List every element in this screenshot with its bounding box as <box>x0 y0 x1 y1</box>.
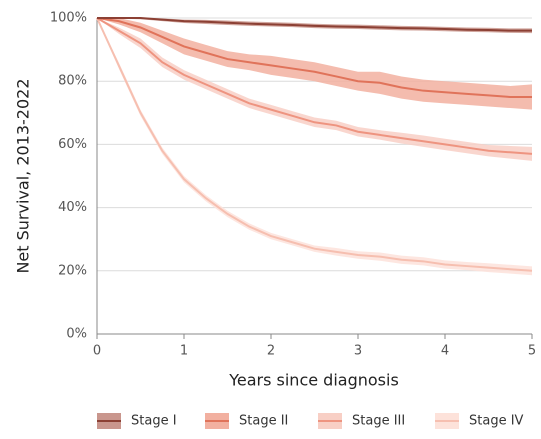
legend-label: Stage III <box>352 414 405 429</box>
confidence-band <box>97 18 532 161</box>
survival-line <box>97 17 532 32</box>
y-tick-label: 0% <box>66 327 87 342</box>
legend-label: Stage IV <box>469 414 524 429</box>
survival-line <box>96 17 533 155</box>
confidence-band <box>97 18 532 110</box>
x-axis-title: Years since diagnosis <box>228 371 399 390</box>
y-tick-label: 20% <box>58 263 87 278</box>
y-tick-label: 80% <box>58 74 87 89</box>
legend-label: Stage I <box>131 414 177 429</box>
x-tick-label: 4 <box>441 344 449 359</box>
x-tick-label: 3 <box>354 344 362 359</box>
legend-label: Stage II <box>239 414 288 429</box>
x-tick-label: 2 <box>267 344 275 359</box>
x-tick-label: 0 <box>93 344 101 359</box>
y-tick-label: 100% <box>50 11 87 26</box>
survival-line <box>96 17 533 272</box>
x-tick-label: 1 <box>180 344 188 359</box>
x-tick-label: 5 <box>528 344 536 359</box>
y-tick-label: 40% <box>58 200 87 215</box>
survival-line <box>96 17 532 98</box>
y-tick-label: 60% <box>58 137 87 152</box>
y-axis-title: Net Survival, 2013-2022 <box>14 78 33 273</box>
